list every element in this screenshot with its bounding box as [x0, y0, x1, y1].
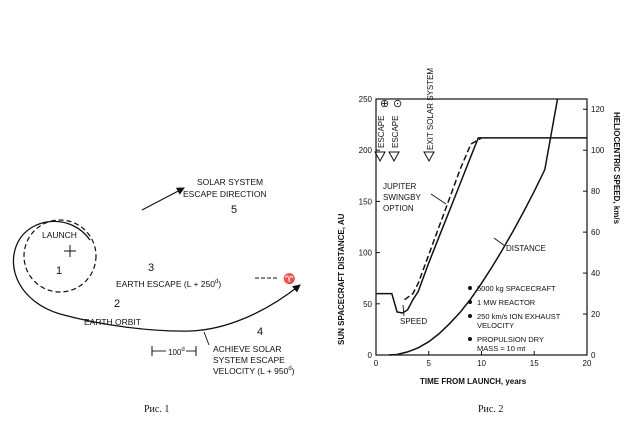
note-reactor: 1 MW REACTOR [477, 298, 536, 307]
earth-orbit-label: EARTH ORBIT [84, 317, 141, 327]
launch-label: LAUNCH [42, 230, 77, 240]
solar-direction-label-1: SOLAR SYSTEM [197, 177, 263, 187]
event-label-escape-2: ESCAPE [391, 116, 400, 148]
y-left-tick-label: 50 [363, 300, 372, 309]
x-tick-label: 5 [427, 359, 432, 368]
y-left-tick-label: 150 [359, 197, 373, 206]
note-dry-mass-cont: MASS ≈ 10 mt [477, 344, 526, 353]
y-left-tick-label: 200 [359, 146, 373, 155]
y-right-tick-label: 40 [591, 269, 600, 278]
note-ion-exhaust: 250 km/s ION EXHAUST [477, 312, 561, 321]
solar-escape-symbol: ⊙ [393, 98, 402, 110]
event-marker-1 [374, 151, 386, 163]
event-label-exit-solar: EXIT SOLAR SYSTEM [426, 68, 435, 150]
solar-direction-label-2: ESCAPE DIRECTION [183, 189, 267, 199]
y-right-tick-label: 120 [591, 105, 605, 114]
y-left-axis-title: SUN SPACECRAFT DISTANCE, AU [337, 213, 346, 345]
series-group [376, 98, 587, 356]
note-bullet [468, 314, 472, 318]
y-left-tick-label: 250 [359, 95, 373, 104]
event-marker-3 [423, 151, 435, 163]
marker-5: 5 [231, 204, 237, 216]
x-tick-label: 10 [477, 359, 486, 368]
earth-orbit-circle [23, 219, 97, 293]
achieve-label-3: VELOCITY (L + 950d) [213, 366, 295, 376]
figure-1-trajectory-diagram: LAUNCH 1 3 EARTH ESCAPE (L + 250d) ♈ 2 E… [12, 177, 301, 415]
event-marker-2 [388, 151, 400, 163]
y-right-tick-label: 0 [591, 351, 596, 360]
series-jupiter-swingby-option-line [404, 137, 482, 301]
series-distance-line [388, 98, 559, 356]
speed-leader [402, 304, 405, 317]
y-right-axis-title: HELIOCENTRIC SPEED, km/s [612, 112, 621, 225]
spiral-trajectory [12, 220, 301, 332]
marker-2: 2 [114, 298, 120, 310]
aries-symbol: ♈ [283, 272, 295, 285]
note-dry-mass: PROPULSION DRY [477, 335, 544, 344]
note-ion-exhaust-cont: VELOCITY [477, 321, 514, 330]
earth-escape-label: EARTH ESCAPE (L + 250d) [116, 279, 221, 289]
marker-1: 1 [56, 265, 62, 277]
x-tick-label: 15 [530, 359, 539, 368]
escape-direction-arrow [141, 187, 185, 211]
distance-label: DISTANCE [506, 244, 546, 253]
y-left-tick-label: 0 [368, 351, 373, 360]
note-bullet [468, 286, 472, 290]
y-right-tick-label: 80 [591, 187, 600, 196]
jupiter-label-2: SWINGBY [383, 193, 421, 202]
y-left-tick-label: 100 [359, 249, 373, 258]
note-bullet [468, 337, 472, 341]
marker-4: 4 [257, 326, 263, 338]
marker-3: 3 [148, 262, 154, 274]
jupiter-leader [430, 193, 447, 205]
achieve-label-1: ACHIEVE SOLAR [213, 344, 282, 354]
jupiter-label-3: OPTION [383, 204, 414, 213]
note-spacecraft-mass: 5000 kg SPACECRAFT [477, 284, 556, 293]
y-right-tick-label: 20 [591, 310, 600, 319]
figure-1-caption: Рис. 1 [144, 404, 169, 415]
y-right-tick-label: 100 [591, 146, 605, 155]
leader-line-4 [203, 331, 210, 346]
event-label-escape-1: ESCAPE [377, 116, 386, 148]
y-right-tick-label: 60 [591, 228, 600, 237]
series-speed-line [376, 137, 587, 314]
x-tick-label: 0 [374, 359, 379, 368]
x-tick-label: 20 [583, 359, 592, 368]
spec-notes: 5000 kg SPACECRAFT 1 MW REACTOR 250 km/s… [468, 284, 561, 353]
interval-label: 100d [168, 347, 185, 357]
speed-label: SPEED [400, 317, 427, 326]
achieve-label-2: SYSTEM ESCAPE [213, 355, 285, 365]
distance-leader [493, 237, 506, 247]
jupiter-label-1: JUPITER [383, 182, 417, 191]
note-bullet [468, 300, 472, 304]
x-axis-title: TIME FROM LAUNCH, years [420, 377, 527, 386]
earth-escape-symbol: ⊕ [380, 98, 389, 110]
figure-2-caption: Рис. 2 [478, 404, 503, 415]
